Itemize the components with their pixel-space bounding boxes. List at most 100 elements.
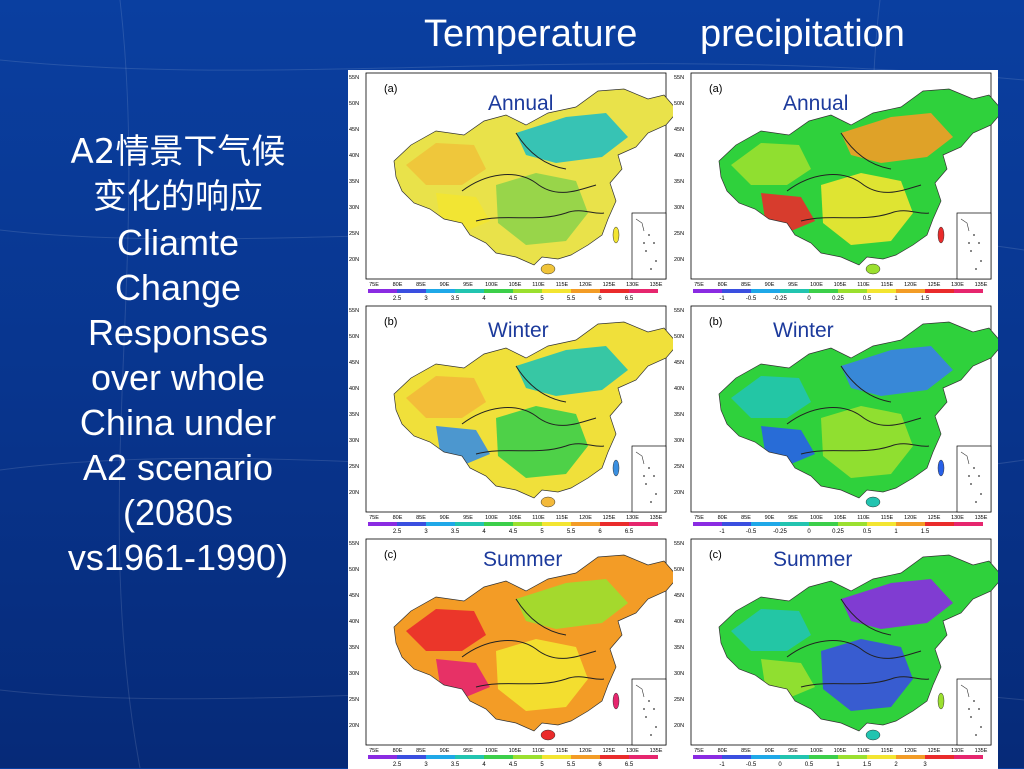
colorbar-swatch [722, 522, 751, 526]
colorbar-swatch [368, 755, 397, 759]
china-border [393, 554, 673, 732]
lat-tick-label: 40N [674, 619, 684, 625]
river-line [840, 132, 892, 170]
colorbar-swatch [368, 289, 397, 293]
lat-tick-label: 20N [674, 257, 684, 263]
lon-tick-label: 85E [741, 282, 751, 288]
lon-tick-label: 100E [810, 282, 823, 288]
river-line [800, 443, 930, 455]
lon-tick-label: 75E [694, 515, 704, 521]
taiwan-island [612, 459, 620, 477]
lon-tick-label: 105E [834, 282, 847, 288]
colorbar-swatch [780, 755, 809, 759]
lon-tick-label: 120E [904, 282, 917, 288]
colorbar-swatch [838, 755, 867, 759]
colorbar-label: -1 [719, 529, 725, 535]
hainan-island [865, 263, 881, 275]
colorbar-swatch [954, 522, 983, 526]
colorbar-swatch [693, 289, 722, 293]
river-line [840, 598, 892, 636]
lon-tick-label: 105E [834, 748, 847, 754]
title-line: 变化的响应 [93, 177, 263, 217]
map-svg: 55N 50N 45N 40N 35N 30N 25N 20N 75E 80E 85E 90E 95E 1… [349, 538, 673, 768]
lon-tick-label: 75E [694, 748, 704, 754]
colorbar-label: 1 [836, 762, 840, 768]
map-panel-temp-summer: 55N 50N 45N 40N 35N 30N 25N 20N 75E 80E 85E 90E 95E 1… [348, 536, 673, 769]
colorbar-swatch [484, 289, 513, 293]
lon-tick-label: 105E [834, 515, 847, 521]
lon-tick-label: 115E [881, 748, 894, 754]
climate-zone [841, 346, 953, 396]
taiwan-island [937, 459, 945, 477]
panel-label: (a) [384, 83, 398, 95]
lat-tick-label: 55N [674, 541, 684, 547]
lon-tick-label: 115E [556, 515, 569, 521]
lon-tick-label: 95E [463, 748, 473, 754]
panel-label: (b) [709, 316, 723, 328]
map-panel-prec-annual: 55N 50N 45N 40N 35N 30N 25N 20N 75E 80E 85E 90E 95E 1… [673, 70, 998, 303]
colorbar-label: -0.5 [746, 296, 757, 302]
taiwan-island [937, 692, 945, 710]
colorbar-swatch [484, 522, 513, 526]
lon-tick-label: 80E [718, 748, 728, 754]
colorbar-swatch [925, 755, 954, 759]
colorbar-swatch [600, 755, 629, 759]
lat-tick-label: 55N [349, 75, 359, 81]
lat-tick-label: 20N [674, 490, 684, 496]
colorbar-swatch [397, 755, 426, 759]
lon-tick-label: 110E [857, 748, 870, 754]
colorbar-swatch [896, 755, 925, 759]
hainan-island [540, 729, 556, 741]
lon-tick-label: 115E [881, 515, 894, 521]
lat-tick-label: 55N [674, 75, 684, 81]
colorbar-label: 5 [540, 762, 544, 768]
lon-tick-label: 75E [369, 282, 379, 288]
colorbar-swatch [838, 289, 867, 293]
colorbar-swatch [722, 755, 751, 759]
lon-tick-label: 90E [440, 515, 450, 521]
river-line [840, 365, 892, 403]
colorbar-label: 0.25 [832, 296, 844, 302]
lat-tick-label: 35N [349, 179, 359, 185]
colorbar-swatch [571, 289, 600, 293]
lat-tick-label: 20N [349, 490, 359, 496]
lat-tick-label: 30N [674, 205, 684, 211]
lat-tick-label: 35N [674, 412, 684, 418]
lon-tick-label: 80E [393, 515, 403, 521]
lat-tick-label: 55N [349, 308, 359, 314]
lon-tick-label: 105E [509, 282, 522, 288]
colorbar-label: 2 [894, 762, 898, 768]
river-line [786, 640, 922, 659]
map-panel-prec-summer: 55N 50N 45N 40N 35N 30N 25N 20N 75E 80E 85E 90E 95E 1… [673, 536, 998, 769]
title-line: over whole [90, 357, 266, 398]
lon-tick-label: 120E [579, 748, 592, 754]
colorbar-swatch [896, 289, 925, 293]
colorbar-label: 6.5 [625, 296, 634, 302]
lon-tick-label: 100E [485, 282, 498, 288]
colorbar-swatch [397, 289, 426, 293]
lon-tick-label: 125E [603, 515, 616, 521]
climate-zone [406, 609, 486, 651]
colorbar-label: 2.5 [393, 296, 402, 302]
colorbar-swatch [571, 522, 600, 526]
river-line [475, 676, 605, 688]
colorbar-swatch [751, 755, 780, 759]
climate-zone [731, 143, 811, 185]
lat-tick-label: 50N [674, 101, 684, 107]
taiwan-island [937, 226, 945, 244]
climate-zone [516, 579, 628, 629]
climate-zone [731, 376, 811, 418]
river-line [515, 132, 567, 170]
colorbar-label: 4.5 [509, 762, 518, 768]
lon-tick-label: 95E [463, 282, 473, 288]
header-temperature: Temperature [424, 13, 638, 55]
map-panel-prec-winter: 55N 50N 45N 40N 35N 30N 25N 20N 75E 80E 85E 90E 95E 1… [673, 303, 998, 536]
lon-tick-label: 110E [532, 748, 545, 754]
lat-tick-label: 45N [674, 360, 684, 366]
colorbar-swatch [484, 755, 513, 759]
season-label: Winter [773, 319, 834, 342]
colorbar-label: 5.5 [567, 296, 576, 302]
colorbar-swatch [867, 522, 896, 526]
climate-zone [496, 639, 588, 711]
lon-tick-label: 120E [904, 748, 917, 754]
